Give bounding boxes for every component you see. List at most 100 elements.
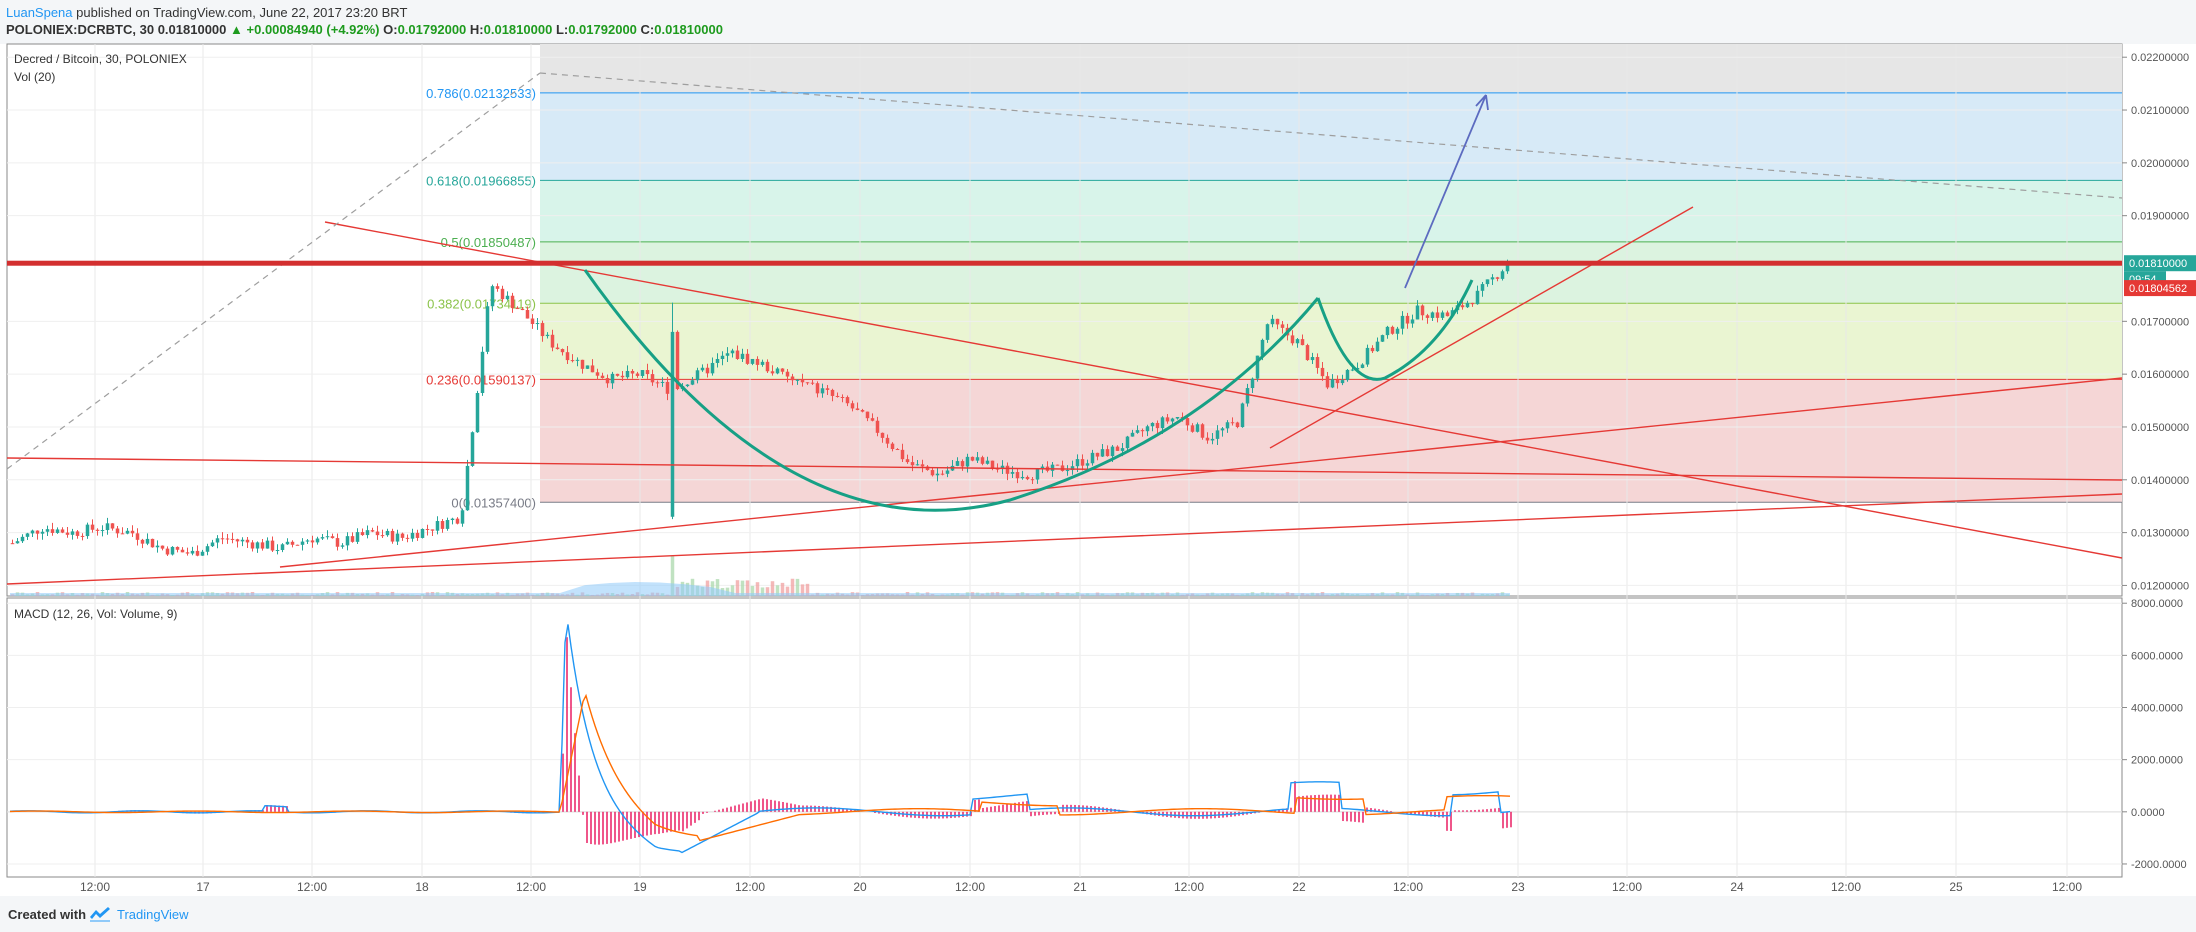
candle-body (275, 549, 280, 551)
volume-bar (760, 587, 765, 596)
y-tick-label: 0.01700000 (2131, 316, 2189, 328)
macd-histogram-bar (774, 800, 776, 812)
x-tick-label: 12:00 (1174, 880, 1204, 894)
candle-body (685, 384, 690, 387)
macd-histogram-bar (586, 811, 588, 843)
candle-body (130, 530, 135, 534)
tradingview-brand-link[interactable]: TradingView (117, 907, 189, 922)
volume-bar (785, 586, 790, 596)
candle-body (865, 411, 870, 419)
fib-level-label: 0.382(0.01734119) (427, 296, 536, 311)
macd-histogram-bar (1314, 795, 1316, 812)
candle-body (855, 408, 860, 411)
candle-body (390, 530, 395, 542)
candle-body (1460, 305, 1465, 308)
candle-body (1425, 315, 1430, 318)
x-tick-label: 12:00 (80, 880, 110, 894)
macd-histogram-bar (1342, 811, 1344, 822)
candle-body (495, 286, 500, 289)
candle-body (1225, 422, 1230, 429)
macd-histogram-bar (1014, 802, 1016, 812)
candle-body (660, 381, 665, 383)
macd-histogram-bar (614, 811, 616, 843)
fib-level-label: 0.618(0.01966855) (426, 173, 536, 188)
candle-body (285, 541, 290, 545)
candle-body (630, 370, 635, 374)
trend-line-breakout (1269, 206, 1694, 449)
macd-histogram-bar (1042, 811, 1044, 815)
macd-histogram-bar (1038, 811, 1040, 816)
author-link[interactable]: LuanSpena (6, 5, 73, 20)
candle-body (210, 542, 215, 547)
candle-body (1110, 446, 1115, 457)
candle-body (440, 521, 445, 529)
macd-histogram-bar (646, 811, 648, 836)
candle-body (520, 309, 525, 311)
candle-body (1185, 418, 1190, 426)
candle-body (720, 355, 725, 359)
candle-body (1305, 345, 1310, 361)
candle-body (655, 382, 660, 384)
macd-histogram-bar (562, 753, 564, 812)
candle-body (335, 538, 340, 547)
candle-body (540, 323, 545, 337)
candle-body (70, 531, 75, 535)
x-tick-label: 19 (633, 880, 647, 894)
candle-body (1270, 318, 1275, 325)
x-tick-label: 12:00 (1831, 880, 1861, 894)
macd-histogram-bar (598, 811, 600, 845)
candle-body (1200, 424, 1205, 438)
macd-histogram-bar (694, 811, 696, 823)
macd-histogram-bar (978, 799, 980, 812)
macd-tick-label: 2000.0000 (2131, 755, 2183, 767)
macd-histogram-bar (1434, 811, 1436, 817)
volume-bar (715, 579, 720, 596)
macd-histogram-bar (262, 810, 264, 812)
macd-histogram-bar (762, 798, 764, 812)
candle-body (775, 368, 780, 374)
macd-histogram-bar (1390, 810, 1392, 812)
fib-level-label: 0(0.01357400) (451, 495, 536, 510)
candle-body (395, 533, 400, 542)
volume-bar (735, 580, 740, 596)
candle-body (565, 352, 570, 361)
macd-histogram-bar (818, 805, 820, 812)
macd-histogram-bar (582, 811, 584, 815)
projection-arrow-head (1475, 94, 1489, 111)
candle-body (185, 552, 190, 554)
bid-price-badge (2124, 280, 2196, 297)
x-tick-label: 12:00 (735, 880, 765, 894)
candle-body (405, 537, 410, 539)
candle-body (245, 539, 250, 543)
candle-body (200, 551, 205, 556)
change-value: +0.00084940 (+4.92%) (246, 22, 380, 37)
candle-body (1420, 305, 1425, 316)
y-tick-label: 0.01500000 (2131, 422, 2189, 434)
symbol: POLONIEX:DCRBTC, 30 (6, 22, 155, 37)
last-price: 0.01810000 (157, 22, 227, 37)
macd-histogram-bar (878, 811, 880, 814)
macd-histogram-bar (274, 805, 276, 812)
candle-body (160, 545, 165, 549)
macd-histogram-bar (602, 811, 604, 845)
candle-body (1195, 424, 1200, 432)
bid-price-badge-text: 0.01804562 (2129, 283, 2187, 295)
candle-body (980, 457, 985, 464)
macd-histogram-bar (1010, 803, 1012, 812)
candle-body (740, 353, 745, 359)
macd-histogram-bar (718, 809, 720, 812)
macd-histogram-bar (886, 811, 888, 815)
close-label: C: (640, 22, 655, 37)
macd-histogram-bar (1450, 811, 1452, 831)
fib-zone (540, 92, 2122, 181)
candle-body (845, 397, 850, 404)
candle-body (625, 370, 630, 378)
candle-body (115, 528, 120, 534)
candle-body (1390, 326, 1395, 334)
macd-histogram-bar (1302, 795, 1304, 812)
candle-body (1120, 448, 1125, 451)
macd-histogram-bar (1442, 811, 1444, 818)
candle-body (1430, 312, 1435, 318)
candle-body (1205, 437, 1210, 441)
